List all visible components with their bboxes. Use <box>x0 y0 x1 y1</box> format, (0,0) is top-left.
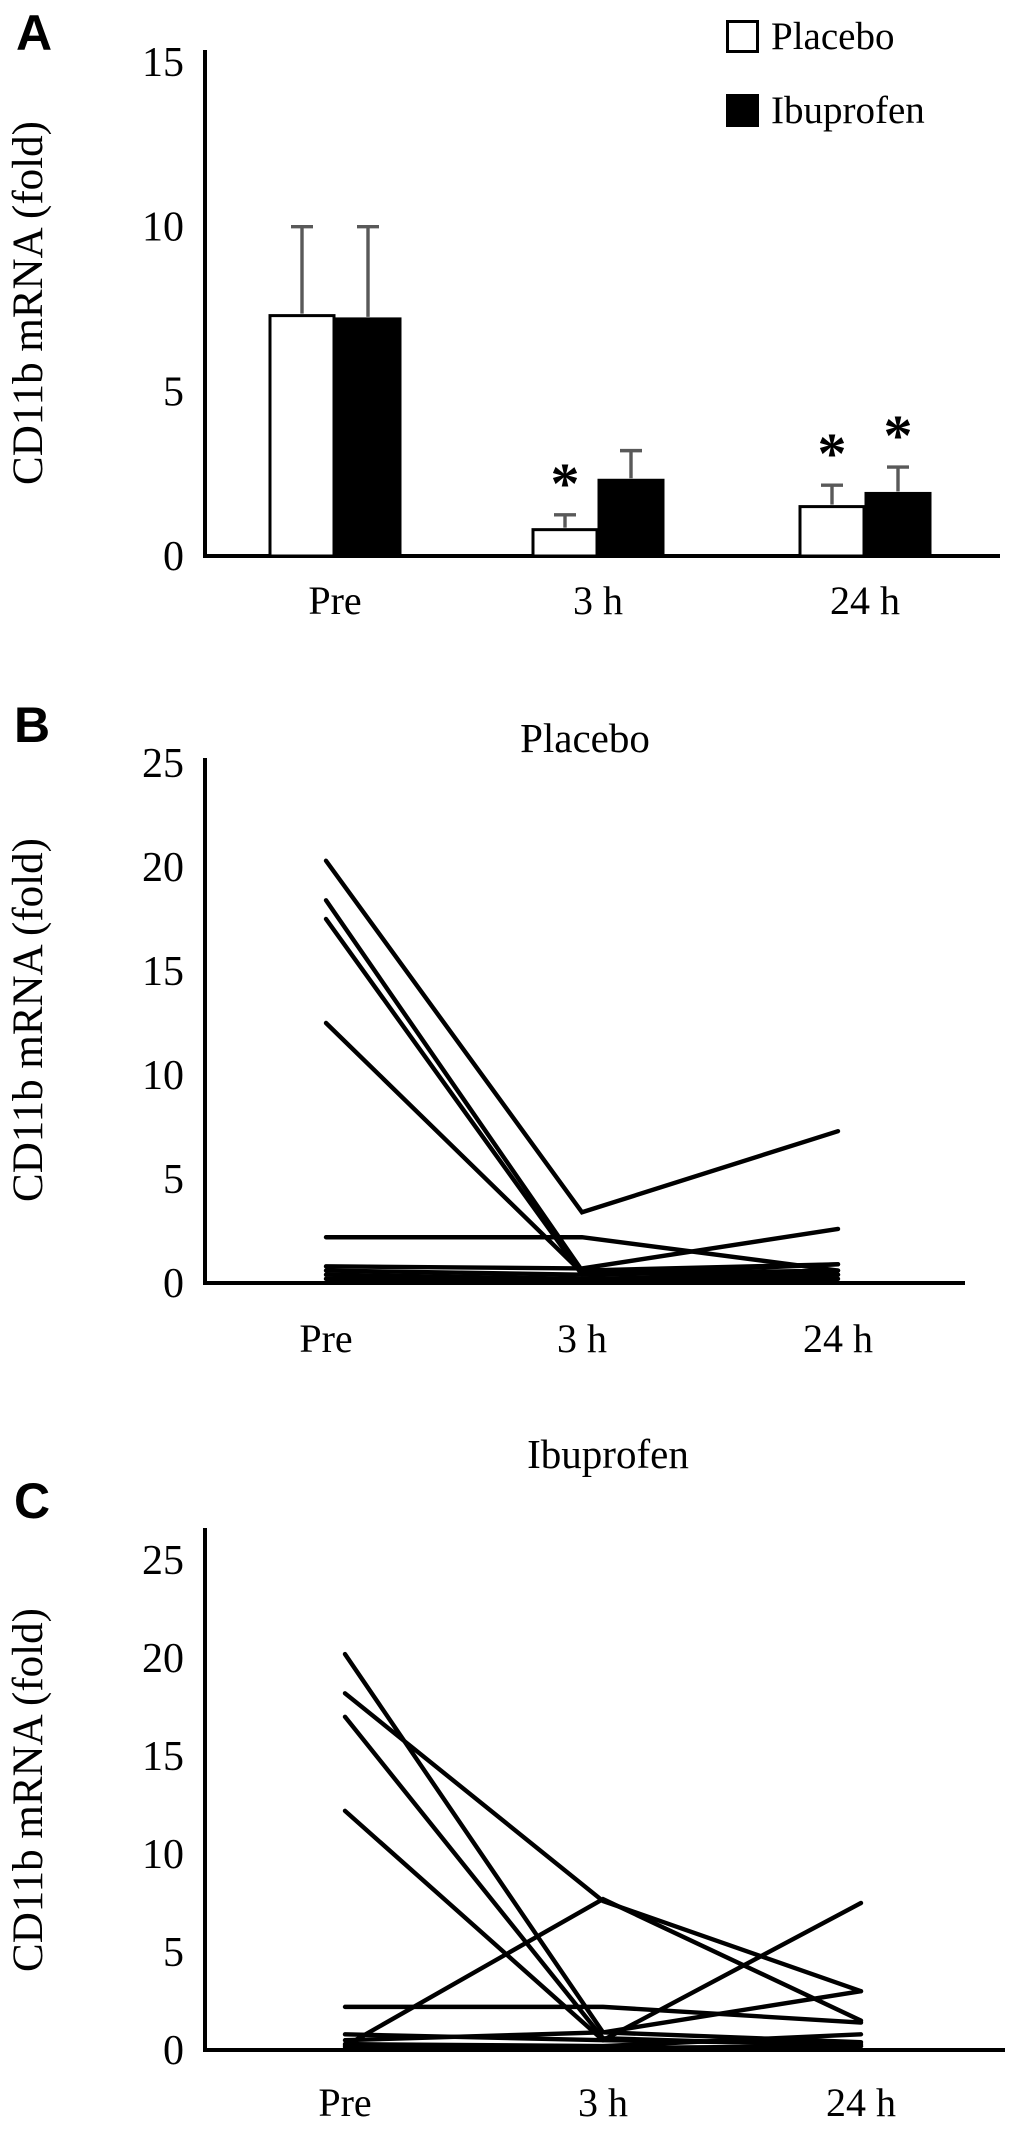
panel-b-y-axis-title: CD11b mRNA (fold) <box>5 838 52 1202</box>
significance-asterisk: * <box>551 451 580 516</box>
bar-ibuprofen-0 <box>334 317 402 558</box>
panel-b-title: Placebo <box>520 715 650 761</box>
panel-b-y-tick-label: 20 <box>142 845 184 891</box>
panel-c-y-axis-title: CD11b mRNA (fold) <box>5 1608 52 1972</box>
panel-b-y-tick-label: 15 <box>142 949 184 995</box>
legend-item-ibuprofen: Ibuprofen <box>726 88 925 132</box>
panel-a-label: A <box>16 5 53 61</box>
panel-b-subject-line-subject-5 <box>323 1235 841 1273</box>
panel-a-x-category-label: Pre <box>308 578 361 623</box>
panel-b-subject-line-subject-6 <box>323 1226 841 1271</box>
panel-b-subject-line-subject-9 <box>323 1276 841 1284</box>
panel-c-x-category-label: 3 h <box>578 2080 628 2125</box>
panel-b-x-category-label: 24 h <box>803 1316 873 1361</box>
panel-a-y-tick-label: 10 <box>142 205 184 251</box>
panel-c-title: Ibuprofen <box>527 1431 689 1477</box>
bar-ibuprofen-1 <box>597 478 665 558</box>
panel-c-y-tick-label: 10 <box>142 1832 184 1878</box>
legend-label-placebo: Placebo <box>771 14 895 58</box>
panel-c-y-tick-label: 15 <box>142 1734 184 1780</box>
panel-b-x-category-label: 3 h <box>557 1316 607 1361</box>
panel-c-y-tick-label: 5 <box>163 1930 184 1976</box>
panel-b-y-tick-label: 10 <box>142 1053 184 1099</box>
panel-c-y-tick-label: 25 <box>142 1538 184 1584</box>
panel-c-x-category-label: Pre <box>318 2080 371 2125</box>
panel-a-x-category-label: 3 h <box>573 578 623 623</box>
placebo-swatch-icon <box>726 19 759 53</box>
panel-c-y-tick-label: 0 <box>163 2028 184 2074</box>
panel-b-subject-line-subject-2 <box>323 898 841 1273</box>
panel-a-x-category-label: 24 h <box>830 578 900 623</box>
significance-asterisk: * <box>818 421 847 486</box>
panel-b-y-tick-label: 25 <box>142 741 184 787</box>
legend-item-placebo: Placebo <box>726 14 925 58</box>
panel-b-y-tick-label: 5 <box>163 1157 184 1203</box>
bar-placebo-2 <box>798 505 866 558</box>
panel-a-y-axis-title: CD11b mRNA (fold) <box>5 121 52 485</box>
panel-a-y-tick-label: 5 <box>163 369 184 415</box>
ibuprofen-swatch-icon <box>726 93 759 127</box>
legend-label-ibuprofen: Ibuprofen <box>771 88 925 132</box>
panel-b-x-category-label: Pre <box>299 1316 352 1361</box>
panel-c-subject-line-subject-5 <box>342 1896 864 2049</box>
significance-asterisk: * <box>884 403 913 468</box>
panel-c-subject-line-subject-4 <box>342 1808 864 2047</box>
panel-a-y-tick-label: 0 <box>163 534 184 580</box>
panel-b-y-tick-label: 0 <box>163 1261 184 1307</box>
legend: Placebo Ibuprofen <box>726 14 925 162</box>
bar-ibuprofen-2 <box>864 491 932 558</box>
panel-c-label: C <box>14 1473 51 1529</box>
bar-placebo-0 <box>268 314 336 558</box>
panel-a-y-tick-label: 15 <box>142 40 184 86</box>
panel-c-subject-line-subject-6 <box>342 2004 864 2025</box>
panel-c-y-tick-label: 20 <box>142 1636 184 1682</box>
panel-b-label: B <box>14 697 51 753</box>
panel-c-subject-line-subject-10 <box>342 2043 864 2051</box>
panel-b-subject-line-subject-1 <box>323 858 841 1215</box>
panel-c-x-category-label: 24 h <box>826 2080 896 2125</box>
panel-b-subject-line-subject-7 <box>323 1262 841 1277</box>
bar-placebo-1 <box>531 528 599 558</box>
panel-c-subject-line-subject-8 <box>342 1988 864 2043</box>
